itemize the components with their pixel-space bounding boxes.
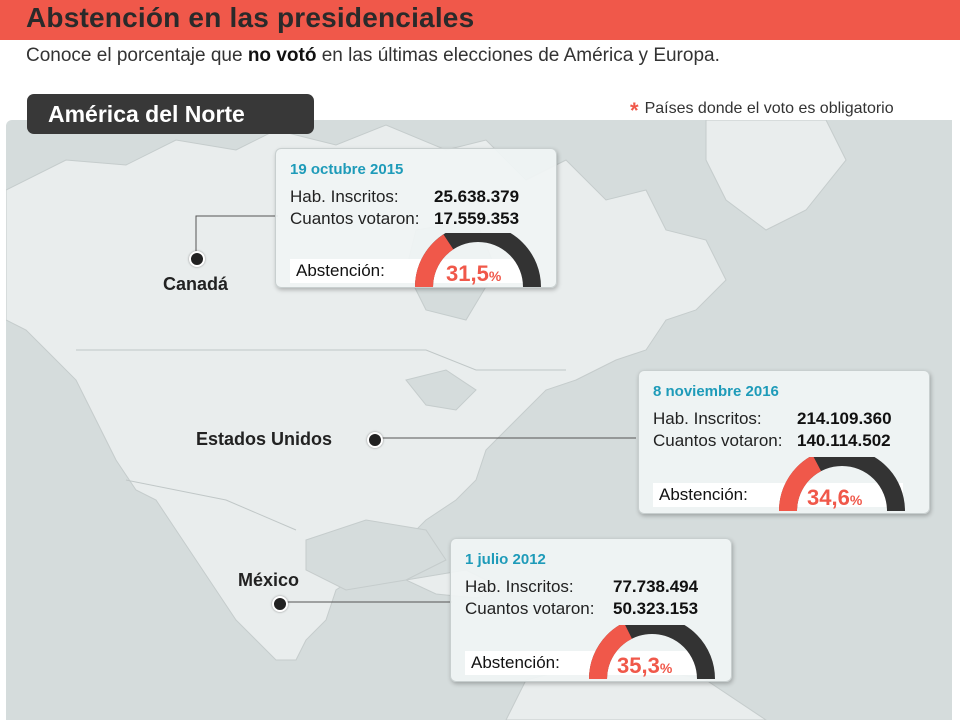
voted-label: Cuantos votaron: (290, 209, 420, 228)
abstention-box: Abstención: (465, 651, 705, 675)
voted-label: Cuantos votaron: (653, 431, 783, 450)
voted-label: Cuantos votaron: (465, 599, 595, 618)
canada-label: Canadá (163, 274, 229, 294)
registered-label: Hab. Inscritos: (465, 577, 574, 596)
abstention-percent: 34,6% (807, 485, 862, 511)
registered-label: Hab. Inscritos: (290, 187, 399, 206)
land-greenland (705, 120, 847, 231)
abstention-label: Abstención: (471, 653, 560, 672)
mexico-label: México (238, 570, 300, 590)
registered-label: Hab. Inscritos: (653, 409, 762, 428)
voted-value: 50.323.153 (613, 599, 699, 618)
subtitle-text-post: en las últimas elecciones de América y E… (316, 45, 720, 66)
registered-row: Hab. Inscritos: 214.109.360 (653, 409, 892, 429)
abstention-value: 31,5 (446, 261, 489, 286)
registered-value: 77.738.494 (613, 577, 699, 596)
abstention-label: Abstención: (296, 261, 385, 280)
percent-symbol: % (849, 492, 863, 508)
election-date: 19 octubre 2015 (290, 161, 404, 178)
voted-row: Cuantos votaron: 17.559.353 (290, 209, 519, 229)
voted-value: 140.114.502 (797, 431, 891, 450)
page-title: Abstención en las presidenciales (26, 2, 475, 33)
abstention-label: Abstención: (659, 485, 748, 504)
subtitle-text-pre: Conoce el porcentaje que (26, 45, 248, 66)
card-mexico: 1 julio 2012 Hab. Inscritos: 77.738.494 C… (450, 538, 732, 682)
border-canada-usa (76, 349, 566, 371)
page-subtitle: Conoce el porcentaje que no votó en las … (26, 45, 720, 67)
region-label: América del Norte (27, 94, 314, 134)
abstention-value: 34,6 (807, 485, 850, 510)
border-usa-mexico (125, 479, 297, 531)
water-gulf-of-mexico (305, 519, 447, 591)
legend: * Países donde el voto es obligatorio (630, 98, 894, 124)
legend-text: Países donde el voto es obligatorio (644, 100, 894, 117)
voted-value: 17.559.353 (434, 209, 520, 228)
card-usa: 8 noviembre 2016 Hab. Inscritos: 214.109.… (638, 370, 930, 514)
percent-symbol: % (488, 268, 502, 284)
registered-row: Hab. Inscritos: 25.638.379 (290, 187, 519, 207)
abstention-percent: 35,3% (617, 653, 672, 679)
header-bar: Abstención en las presidenciales (0, 0, 960, 40)
abstention-box: Abstención: (290, 259, 530, 283)
election-date: 8 noviembre 2016 (653, 383, 779, 400)
registered-value: 25.638.379 (434, 187, 520, 206)
percent-symbol: % (659, 660, 673, 676)
registered-row: Hab. Inscritos: 77.738.494 (465, 577, 698, 597)
abstention-gauge (589, 625, 715, 679)
abstention-percent: 31,5% (446, 261, 501, 287)
mexico-marker[interactable] (272, 596, 288, 612)
abstention-gauge (779, 457, 905, 511)
subtitle-bold-text: no votó (247, 45, 317, 66)
canada-marker[interactable] (189, 251, 205, 267)
voted-row: Cuantos votaron: 50.323.153 (465, 599, 698, 619)
abstention-gauge (415, 233, 541, 287)
usa-marker[interactable] (367, 432, 383, 448)
registered-value: 214.109.360 (797, 409, 892, 428)
mandatory-vote-star-icon: * (630, 98, 639, 123)
election-date: 1 julio 2012 (465, 551, 546, 568)
card-canada: 19 octubre 2015 Hab. Inscritos: 25.638.37… (275, 148, 557, 288)
connector-canada (195, 215, 278, 258)
abstention-value: 35,3 (617, 653, 660, 678)
water-great-lakes (405, 369, 477, 411)
voted-row: Cuantos votaron: 140.114.502 (653, 431, 891, 451)
abstention-box: Abstención: (653, 483, 903, 507)
usa-label: Estados Unidos (196, 429, 333, 449)
